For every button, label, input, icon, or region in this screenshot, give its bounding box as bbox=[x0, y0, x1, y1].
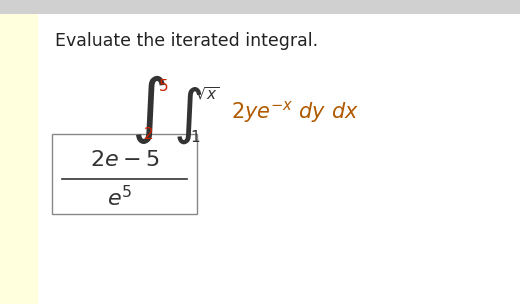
Text: $2$: $2$ bbox=[143, 126, 153, 142]
Bar bbox=[0, 14, 38, 304]
Text: $\int$: $\int$ bbox=[131, 72, 165, 146]
Text: $1$: $1$ bbox=[190, 129, 200, 145]
Text: Evaluate the iterated integral.: Evaluate the iterated integral. bbox=[55, 32, 318, 50]
Bar bbox=[0, 0, 520, 14]
Text: $2e-5$: $2e-5$ bbox=[90, 150, 159, 170]
Text: $\int$: $\int$ bbox=[173, 86, 203, 146]
Text: $2ye^{-x}\ dy\ dx$: $2ye^{-x}\ dy\ dx$ bbox=[231, 99, 359, 125]
Bar bbox=[52, 134, 197, 214]
Text: $\sqrt{x}$: $\sqrt{x}$ bbox=[194, 85, 219, 102]
Text: $e^5$: $e^5$ bbox=[107, 185, 132, 211]
Text: $5$: $5$ bbox=[158, 78, 168, 94]
